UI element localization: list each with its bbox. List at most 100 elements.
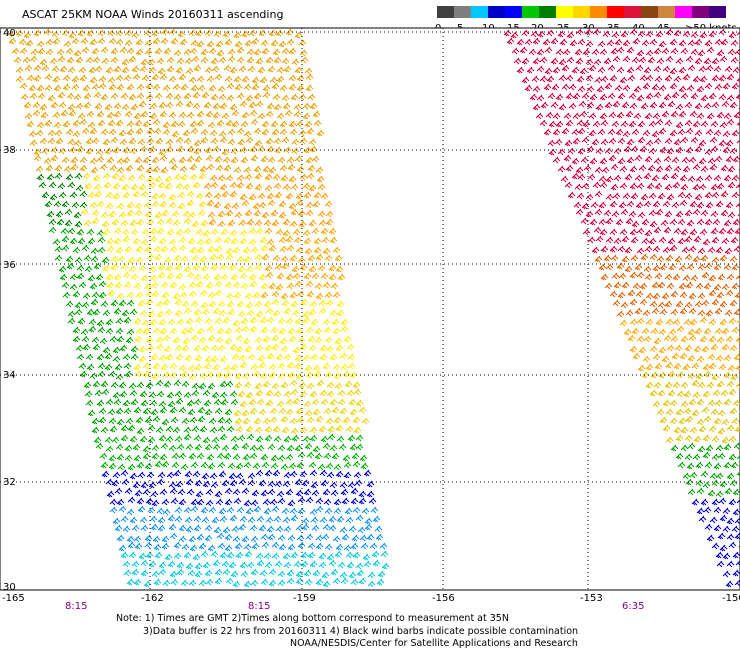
wind-barb [664, 164, 673, 172]
wind-barb [239, 237, 248, 245]
wind-barb [331, 318, 340, 326]
wind-barb [273, 390, 282, 398]
wind-barb [260, 578, 269, 586]
wind-barb [536, 94, 545, 102]
wind-barb [176, 443, 185, 451]
wind-barb [216, 532, 225, 540]
wind-barb [24, 64, 33, 72]
wind-barb [160, 37, 169, 45]
wind-barb [306, 127, 315, 135]
wind-barb [724, 487, 733, 495]
wind-barb [122, 560, 131, 568]
wind-barb [302, 435, 311, 443]
wind-barb [287, 534, 296, 542]
wind-barb [339, 571, 348, 579]
wind-barb [35, 165, 44, 173]
wind-barb [244, 550, 253, 558]
wind-barb [289, 254, 298, 262]
wind-barb [686, 263, 695, 271]
wind-barb [221, 190, 230, 198]
wind-barb [334, 254, 343, 262]
wind-barb [259, 316, 268, 324]
wind-barb [183, 433, 192, 441]
wind-barb [292, 272, 301, 280]
wind-barb [208, 218, 217, 226]
wind-barb [645, 30, 654, 38]
wind-barb [223, 164, 232, 172]
wind-barb [97, 326, 106, 334]
wind-barb [300, 298, 309, 306]
wind-barb [594, 255, 603, 263]
wind-barb [295, 199, 304, 207]
wind-barb [251, 83, 260, 91]
wind-barb [713, 462, 722, 470]
wind-barb [308, 138, 317, 146]
wind-barb [128, 93, 137, 101]
wind-barb [678, 264, 687, 272]
wind-barb [689, 426, 698, 434]
wind-barb [264, 561, 273, 569]
wind-barb [53, 84, 62, 92]
wind-barb [332, 577, 341, 585]
wind-barb [139, 309, 148, 317]
wind-barb [274, 480, 283, 488]
wind-barb [340, 318, 349, 326]
wind-barb [123, 569, 132, 577]
wind-barb [568, 83, 577, 91]
wind-barb [202, 436, 211, 444]
wind-barb [702, 390, 711, 398]
wind-barb [722, 146, 731, 154]
wind-barb [194, 354, 203, 362]
wind-barb [723, 174, 732, 182]
wind-barb [607, 92, 616, 100]
wind-barb [174, 309, 183, 317]
wind-barb [170, 163, 179, 171]
wind-barb [726, 560, 735, 568]
wind-barb [623, 328, 632, 336]
wind-barb [719, 254, 728, 262]
wind-barb [239, 515, 248, 523]
wind-barb [706, 46, 715, 54]
wind-barb [293, 560, 302, 568]
wind-barb [309, 434, 318, 442]
wind-barb [305, 533, 314, 541]
wind-barb [211, 65, 220, 73]
wind-barb [669, 218, 678, 226]
wind-barb [634, 307, 643, 315]
wind-barb [689, 471, 698, 479]
wind-barb [715, 200, 724, 208]
wind-barb [262, 380, 271, 388]
wind-barb [728, 453, 737, 461]
wind-barb [159, 488, 168, 496]
wind-barb [239, 561, 248, 569]
wind-barb [304, 120, 313, 128]
wind-barb [565, 92, 574, 100]
wind-barb [310, 318, 319, 326]
wind-barb [703, 57, 712, 65]
wind-barb [672, 381, 681, 389]
wind-barb [235, 462, 244, 470]
wind-barb [211, 516, 220, 524]
wind-barb [250, 154, 259, 162]
wind-barb [725, 580, 734, 588]
wind-barb [729, 255, 738, 263]
wind-barb [192, 181, 201, 189]
wind-barb [179, 38, 188, 46]
wind-barb [185, 443, 194, 451]
wind-barb [261, 253, 270, 261]
wind-barb [289, 220, 298, 228]
wind-barb [725, 201, 734, 209]
wind-barb [539, 56, 548, 64]
wind-barb [629, 271, 638, 279]
wind-barb [329, 444, 338, 452]
wind-barb [318, 425, 327, 433]
wind-barb [233, 291, 242, 299]
wind-barb [136, 427, 145, 435]
wind-barb [593, 58, 602, 66]
wind-barb [175, 228, 184, 236]
wind-barb [85, 56, 94, 64]
wind-barb [280, 381, 289, 389]
wind-barb [605, 263, 614, 271]
wind-barb [305, 280, 314, 288]
wind-barb [577, 85, 586, 93]
